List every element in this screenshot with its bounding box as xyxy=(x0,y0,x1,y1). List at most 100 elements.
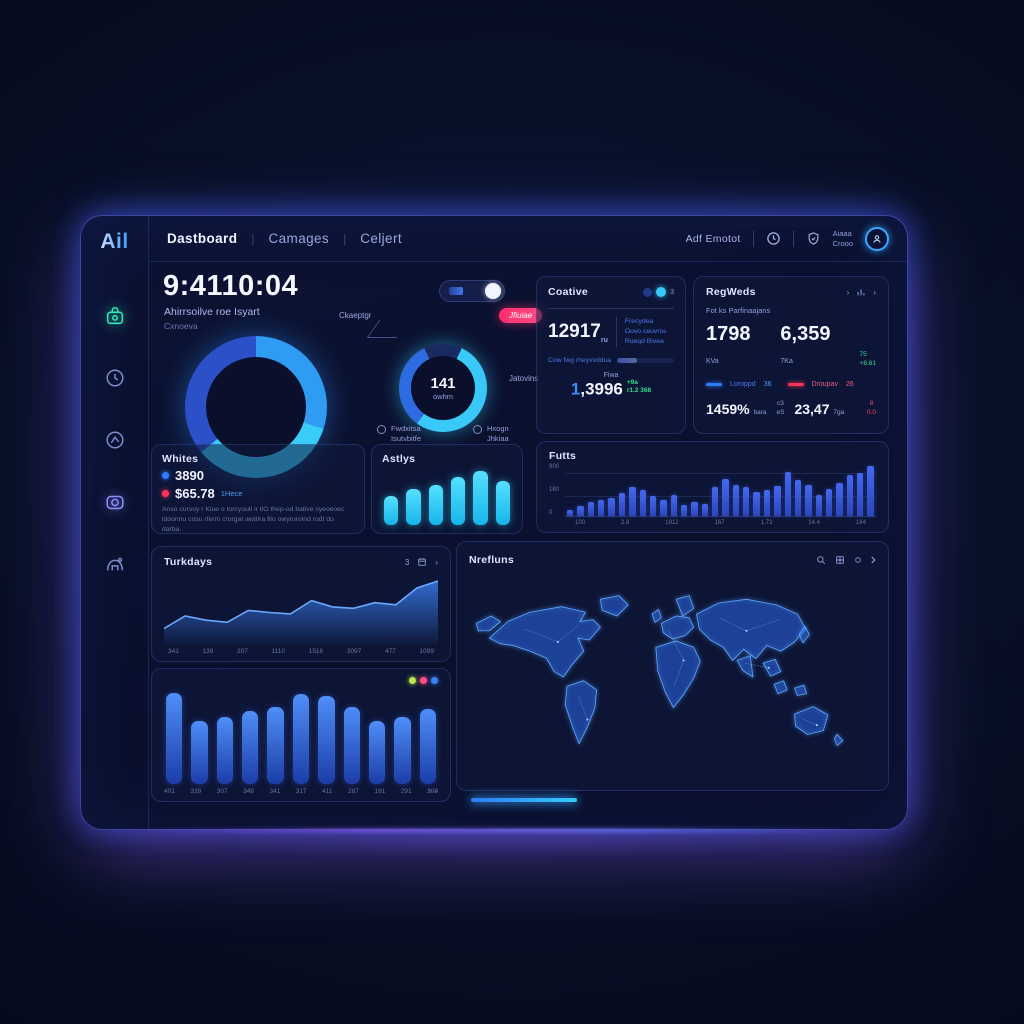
tick-label: 341 xyxy=(168,648,179,655)
regweds-title: RegWeds xyxy=(706,286,756,298)
bar xyxy=(753,492,760,516)
bar xyxy=(857,473,864,516)
panel-reflection-glow xyxy=(140,835,860,861)
sidebar: Ail xyxy=(81,216,149,829)
nav-right-label[interactable]: Adf Emotot xyxy=(685,232,741,245)
tick-label: 2.8 xyxy=(620,520,630,526)
gauge-badge[interactable]: Jfiuiae xyxy=(499,308,543,323)
nav-tab-dashboard[interactable]: Dastboard xyxy=(167,231,238,246)
bar xyxy=(660,500,667,516)
bottom-progress-indicator xyxy=(471,798,577,802)
tick-label: 1110 xyxy=(271,648,286,655)
whites-row: 3890 xyxy=(162,468,354,483)
chevron-right-icon[interactable]: › xyxy=(435,557,438,567)
tick-label: 0 xyxy=(549,510,553,516)
pink-dot-icon[interactable] xyxy=(420,677,427,684)
volume-trail-label: 194 xyxy=(427,788,438,795)
regweds-legend-1-value: 36 xyxy=(763,381,772,388)
nav-divider xyxy=(752,230,754,247)
shield-icon[interactable] xyxy=(806,231,821,246)
blue-dot-icon[interactable] xyxy=(431,677,438,684)
bar xyxy=(318,695,335,784)
tick-label: 167 xyxy=(714,520,725,526)
bar xyxy=(743,487,750,516)
status-dot-dark[interactable] xyxy=(643,287,653,297)
history-clock-icon[interactable] xyxy=(766,231,781,246)
bar xyxy=(784,471,791,516)
chevron-right-icon[interactable]: › xyxy=(873,287,876,297)
bar xyxy=(608,498,615,516)
account-label: Aiaaa Crooo xyxy=(832,229,853,248)
pie-icon xyxy=(105,431,124,449)
turkdays-badge[interactable]: 3 xyxy=(404,557,410,567)
region-japan xyxy=(798,625,810,644)
tick-label: 184 xyxy=(855,520,866,526)
tick-label: 287 xyxy=(348,788,359,795)
sidebar-item-reports[interactable] xyxy=(99,424,131,456)
avatar[interactable] xyxy=(865,226,889,251)
toggle-mini-icon xyxy=(449,287,463,295)
sidebar-item-clock[interactable] xyxy=(99,362,131,394)
search-icon[interactable] xyxy=(816,555,826,565)
bar xyxy=(639,490,646,516)
green-dot-icon[interactable] xyxy=(409,677,416,684)
nav-tab-celjert[interactable]: Celjert xyxy=(360,231,403,246)
bar xyxy=(166,692,183,784)
continent-greenland xyxy=(599,595,629,617)
tick-label: 3097 xyxy=(346,648,362,655)
astlys-card: Astlys xyxy=(371,444,523,534)
bar xyxy=(815,495,822,516)
sidebar-item-camera[interactable] xyxy=(99,486,131,518)
sidebar-item-briefcase[interactable] xyxy=(99,300,131,332)
home-icon xyxy=(106,557,123,571)
overview-caption: Cxnoeva xyxy=(164,321,198,331)
dot-icon[interactable] xyxy=(854,556,862,564)
tick-label: 900 xyxy=(549,464,560,470)
coative-metric: 12917ru xyxy=(548,320,608,344)
overview-toggle[interactable] xyxy=(439,280,505,302)
gauge-donut-chart: 141 owhm xyxy=(399,344,487,432)
turkdays-card: Turkdays 3 › 341 139 207 1110 1516 3097 477 109… xyxy=(151,546,451,662)
bar xyxy=(473,471,488,525)
continent-europe xyxy=(660,615,695,640)
nav-tab-camages[interactable]: Camages xyxy=(268,231,330,246)
gauge-right-label: Jatovins xyxy=(509,374,539,383)
turkdays-area-chart xyxy=(164,574,438,644)
sidebar-item-home[interactable] xyxy=(99,548,131,580)
bar xyxy=(587,502,595,516)
chevron-right-icon[interactable]: › xyxy=(870,551,876,568)
continent-australia xyxy=(794,706,829,735)
chevron-right-icon[interactable]: › xyxy=(846,287,850,297)
bar xyxy=(428,484,443,525)
futs-x-axis: 100 2.8 1912 167 1.73 14.4 184 xyxy=(549,517,876,526)
regweds-legend-1-label: Loroppd xyxy=(730,381,756,388)
futs-plot-area xyxy=(565,464,876,517)
tick-label: 349 xyxy=(243,788,254,795)
tick-label: 341 xyxy=(269,788,281,795)
calendar-icon[interactable] xyxy=(417,557,427,567)
bar xyxy=(577,505,584,516)
whites-value-2: $65.78 xyxy=(175,486,215,501)
gauge-legend-item: Hxogn Jhkiaa xyxy=(473,424,509,444)
bar xyxy=(867,466,874,516)
tick-label: 309 xyxy=(427,788,438,795)
status-dot-cyan[interactable] xyxy=(656,287,667,297)
bar-chart-icon[interactable] xyxy=(856,287,866,297)
gauge-unit: owhm xyxy=(432,392,453,401)
divider xyxy=(548,308,674,309)
gauge-value: 141 xyxy=(430,375,456,392)
clock-icon xyxy=(105,369,124,387)
grid-icon[interactable] xyxy=(835,555,845,565)
toggle-knob[interactable] xyxy=(485,283,501,299)
bar xyxy=(846,475,854,516)
bar xyxy=(691,502,698,516)
coative-progress-label: Cow fwg rheyvvddua xyxy=(548,356,612,364)
camera-icon xyxy=(105,495,124,510)
world-map[interactable] xyxy=(469,573,876,781)
regweds-stat-4: 23,47 7ga xyxy=(794,400,845,417)
world-map-svg xyxy=(475,595,844,746)
bar xyxy=(406,489,421,525)
tick-label: 339 xyxy=(190,788,202,795)
overview-subtitle: Ahirrsoilve roe Isyart xyxy=(164,306,260,318)
legend-circle-icon xyxy=(473,425,482,434)
